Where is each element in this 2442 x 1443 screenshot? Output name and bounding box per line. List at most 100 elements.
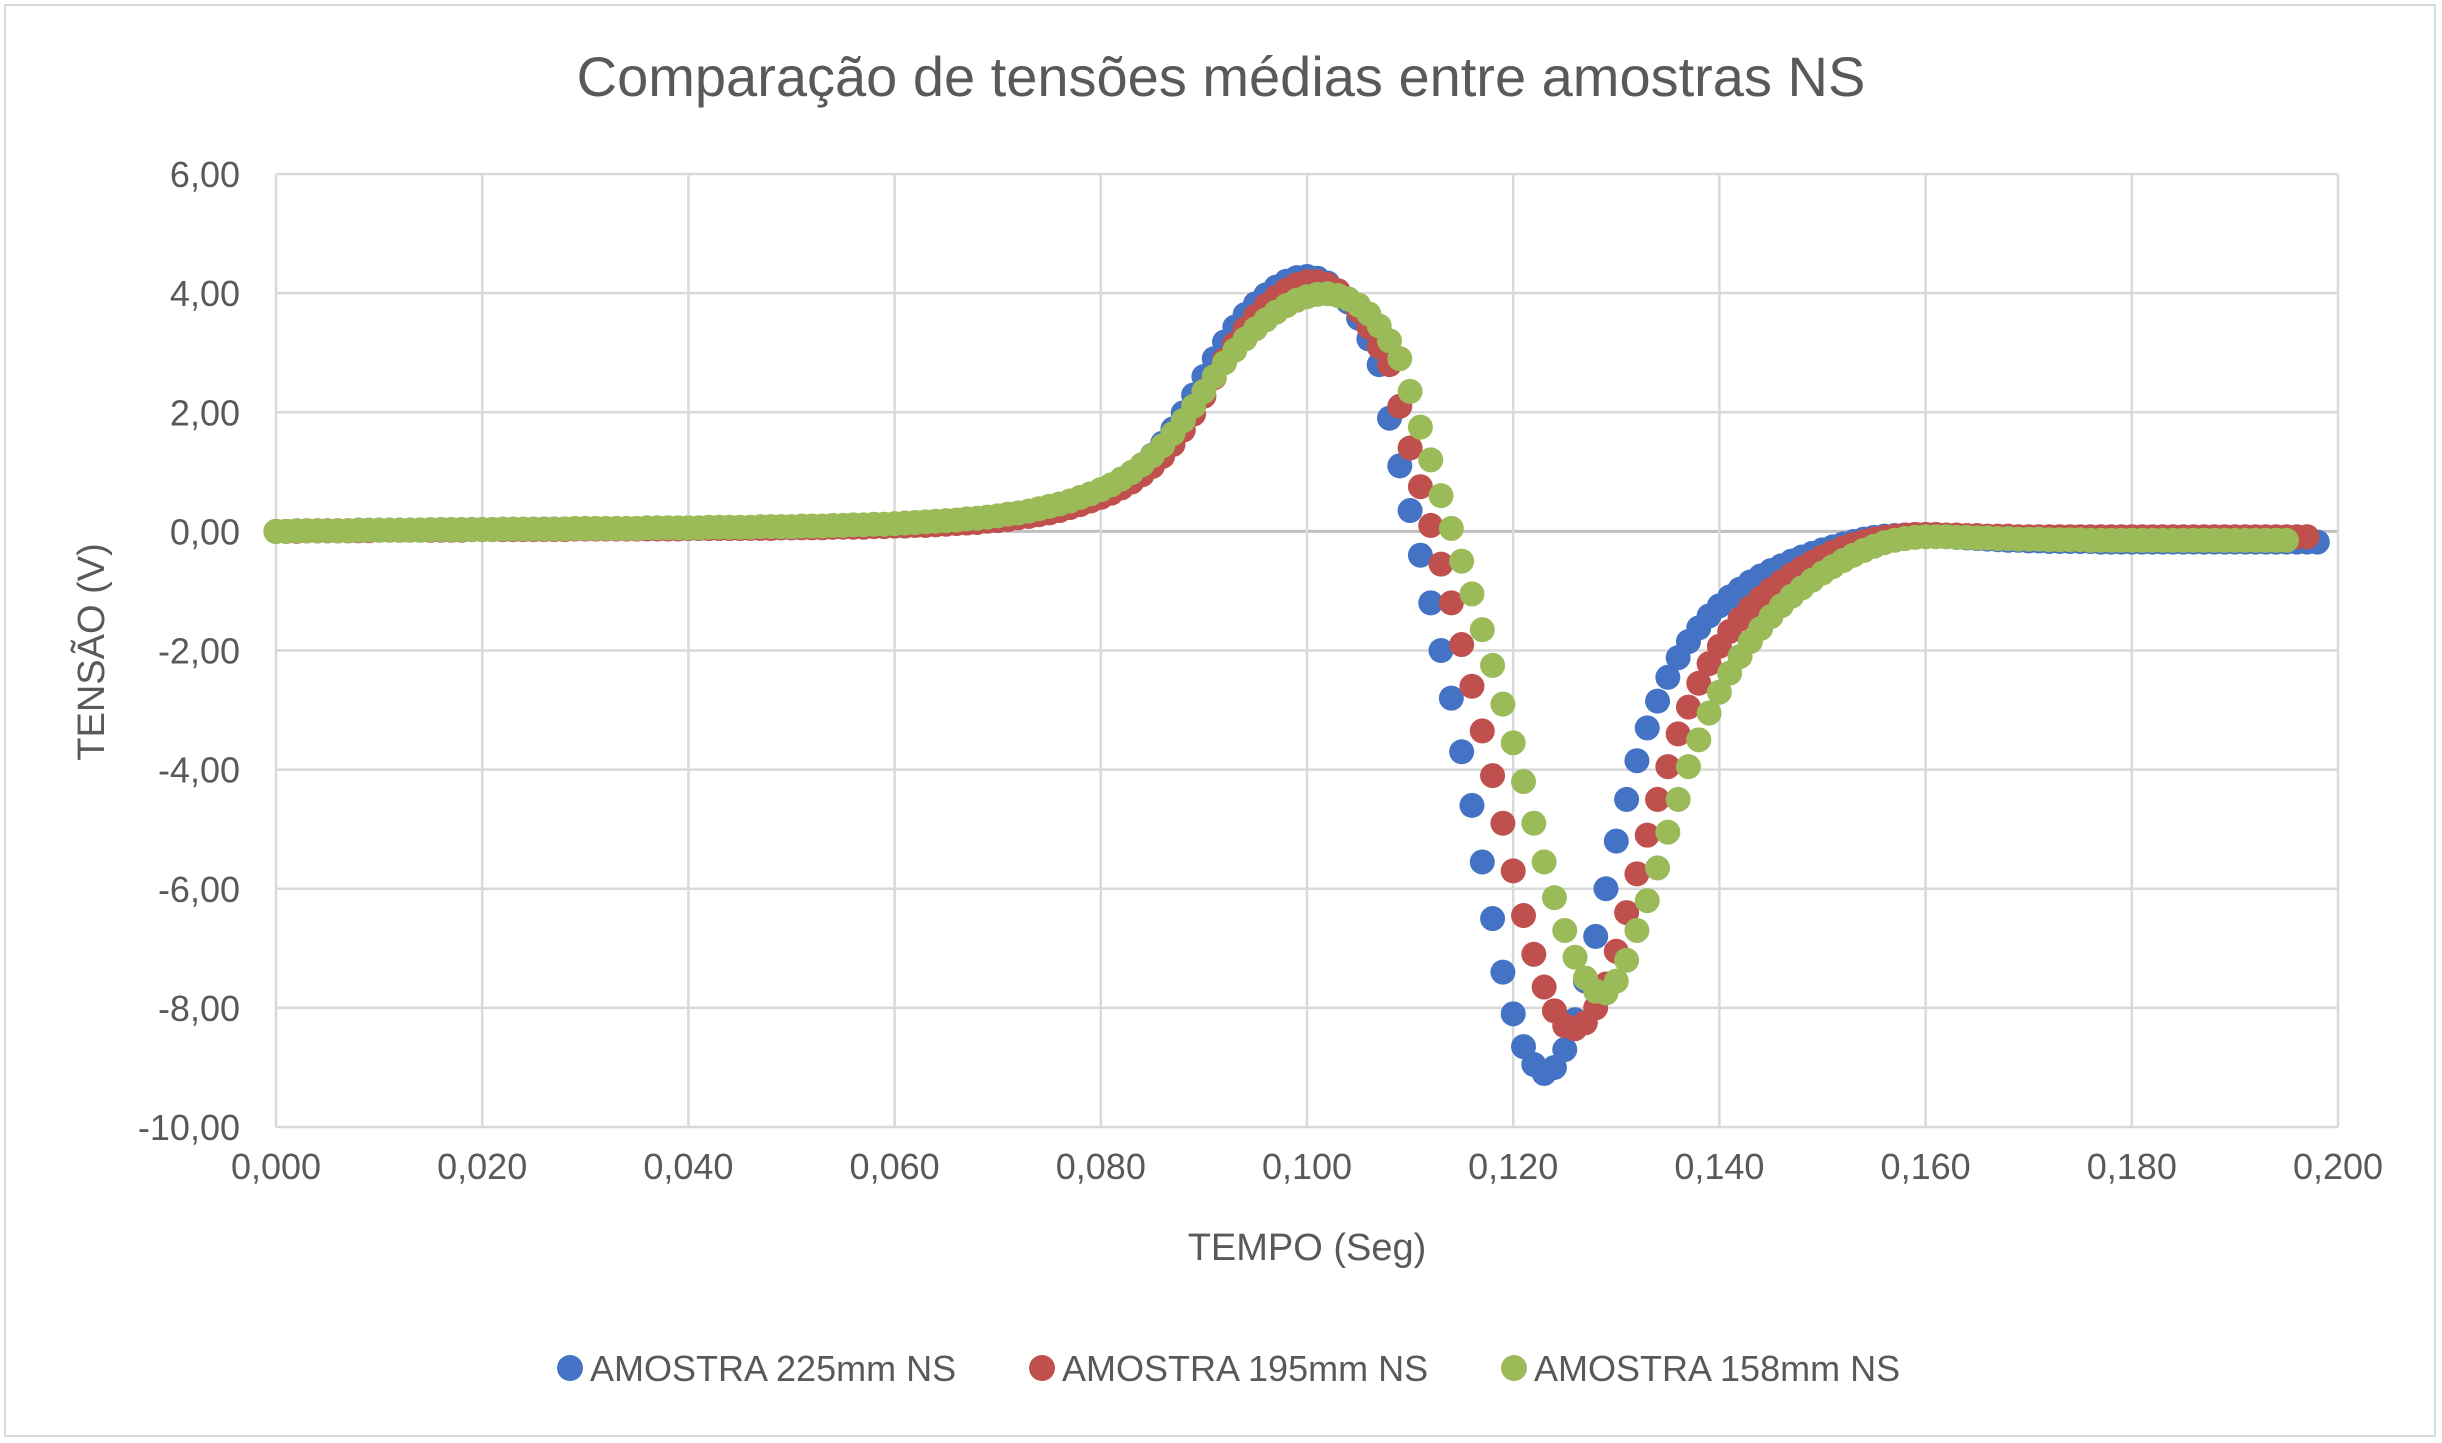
data-point <box>1655 819 1681 845</box>
data-point <box>2273 527 2299 553</box>
data-point <box>1511 903 1537 929</box>
legend-marker <box>1029 1355 1055 1381</box>
data-point <box>1469 718 1495 744</box>
data-point <box>1387 346 1413 372</box>
x-tick-label: 0,020 <box>437 1146 527 1187</box>
data-points <box>263 263 2330 1086</box>
data-point <box>1593 876 1619 902</box>
data-point <box>1686 727 1712 753</box>
data-point <box>1438 590 1464 616</box>
series-3 <box>263 281 2299 1006</box>
y-tick-label: 2,00 <box>170 392 240 433</box>
data-point <box>1521 941 1547 967</box>
data-point <box>1490 810 1516 836</box>
x-axis-label: TEMPO (Seg) <box>1188 1227 1427 1269</box>
data-point <box>1614 786 1640 812</box>
data-point <box>1624 861 1650 887</box>
x-tick-label: 0,180 <box>2087 1146 2177 1187</box>
data-point <box>1449 739 1475 765</box>
data-point <box>1614 947 1640 973</box>
data-point <box>1418 447 1444 473</box>
data-point <box>1438 685 1464 711</box>
y-tick-labels: 6,00 4,00 2,00 0,00 -2,00 -4,00 -6,00 -8,00 -10,… <box>138 154 240 1148</box>
chart-title: Comparação de tensões médias entre amost… <box>577 45 1866 108</box>
data-point <box>1397 435 1423 461</box>
legend-label: AMOSTRA 195mm NS <box>1062 1348 1428 1389</box>
data-point <box>1500 858 1526 884</box>
data-point <box>1438 515 1464 541</box>
data-point <box>1418 590 1444 616</box>
chart-frame <box>4 4 2436 1437</box>
data-point <box>1428 483 1454 509</box>
x-tick-label: 0,200 <box>2293 1146 2383 1187</box>
x-tick-label: 0,120 <box>1468 1146 1558 1187</box>
data-point <box>1459 673 1485 699</box>
data-point <box>1407 542 1433 568</box>
data-point <box>2294 524 2320 550</box>
data-point <box>1583 923 1609 949</box>
x-tick-label: 0,160 <box>1881 1146 1971 1187</box>
data-point <box>1480 652 1506 678</box>
data-point <box>1490 959 1516 985</box>
data-point <box>1603 968 1629 994</box>
x-tick-label: 0,040 <box>643 1146 733 1187</box>
x-tick-label: 0,080 <box>1056 1146 1146 1187</box>
y-tick-label: -10,00 <box>138 1107 240 1148</box>
data-point <box>1686 670 1712 696</box>
data-point <box>1490 691 1516 717</box>
x-tick-label: 0,000 <box>231 1146 321 1187</box>
data-point <box>1655 754 1681 780</box>
data-point <box>1665 721 1691 747</box>
data-point <box>1706 679 1732 705</box>
data-point <box>1665 786 1691 812</box>
data-point <box>1603 828 1629 854</box>
legend-item: AMOSTRA 158mm NS <box>1501 1348 1900 1389</box>
data-point <box>1428 551 1454 577</box>
series-2 <box>263 269 2320 1042</box>
data-point <box>1541 885 1567 911</box>
data-point <box>1645 688 1671 714</box>
data-point <box>1397 498 1423 524</box>
x-tick-label: 0,140 <box>1674 1146 1764 1187</box>
data-point <box>1500 1001 1526 1027</box>
y-tick-label: -6,00 <box>158 869 240 910</box>
data-point <box>1645 855 1671 881</box>
data-point <box>1428 638 1454 663</box>
data-point <box>1634 888 1660 914</box>
data-point <box>1469 849 1495 875</box>
data-point <box>1696 700 1722 726</box>
data-point <box>1459 581 1485 607</box>
legend-item: AMOSTRA 225mm NS <box>557 1348 956 1389</box>
series-1 <box>263 263 2330 1086</box>
data-point <box>1675 754 1701 780</box>
data-point <box>1418 512 1444 538</box>
data-point <box>1521 810 1547 836</box>
data-point <box>1552 917 1578 943</box>
grid-lines <box>274 172 2340 1129</box>
legend: AMOSTRA 225mm NS AMOSTRA 195mm NS AMOSTRA … <box>557 1348 1900 1389</box>
data-point <box>1407 474 1433 500</box>
data-point <box>1655 664 1681 690</box>
data-point <box>1675 694 1701 720</box>
data-point <box>1645 786 1671 812</box>
data-point <box>1397 378 1423 404</box>
data-point <box>1500 730 1526 756</box>
data-point <box>1407 414 1433 440</box>
data-point <box>1459 792 1485 818</box>
data-point <box>1511 769 1537 795</box>
y-tick-label: -8,00 <box>158 988 240 1029</box>
data-point <box>1624 748 1650 774</box>
y-tick-label: 6,00 <box>170 154 240 195</box>
legend-item: AMOSTRA 195mm NS <box>1029 1348 1428 1389</box>
y-axis-label: TENSÃO (V) <box>70 543 113 760</box>
y-tick-label: 0,00 <box>170 511 240 552</box>
legend-label: AMOSTRA 225mm NS <box>590 1348 956 1389</box>
data-point <box>1480 906 1506 932</box>
legend-label: AMOSTRA 158mm NS <box>1534 1348 1900 1389</box>
data-point <box>1634 822 1660 848</box>
data-point <box>1449 632 1475 658</box>
data-point <box>1469 617 1495 643</box>
data-point <box>1624 917 1650 943</box>
data-point <box>1480 763 1506 789</box>
